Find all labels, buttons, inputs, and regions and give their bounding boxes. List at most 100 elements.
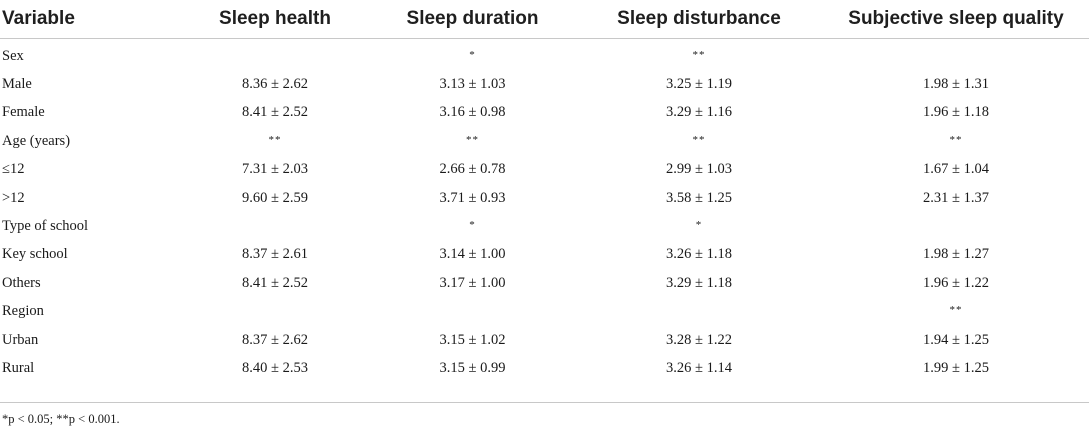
row-label-text: Male (2, 76, 32, 93)
table-cell: 3.15 ± 0.99 (370, 354, 575, 382)
row-label-text: Others (2, 274, 41, 291)
cell-value: 8.40 ± 2.53 (242, 359, 308, 376)
table-row: Others 8.41 ± 2.52 3.17 ± 1.00 3.29 ± 1.18 1… (0, 269, 1089, 297)
cell-value: 3.29 ± 1.16 (666, 104, 732, 121)
table-row: Key school 8.37 ± 2.61 3.14 ± 1.00 3.26 ± 1… (0, 241, 1089, 269)
cell-value: ** (692, 133, 706, 146)
table-cell: 1.96 ± 1.22 (823, 269, 1089, 297)
table-cell: 3.14 ± 1.00 (370, 241, 575, 269)
table-cell (823, 39, 1089, 71)
cell-value: 9.60 ± 2.59 (242, 189, 308, 206)
table-cell: 7.31 ± 2.03 (180, 156, 370, 184)
table-header: Variable Sleep health Sleep duration Sle… (0, 0, 1089, 39)
row-label: Type of school (0, 212, 180, 240)
row-label-text: Urban (2, 331, 39, 348)
cell-value: 7.31 ± 2.03 (242, 161, 308, 178)
header-variable: Variable (0, 0, 180, 39)
row-label: >12 (0, 184, 180, 212)
table-cell: 1.99 ± 1.25 (823, 354, 1089, 382)
table-cell (823, 212, 1089, 240)
cell-value: 8.36 ± 2.62 (242, 76, 308, 93)
table-cell: ** (575, 127, 823, 155)
header-sleep-disturbance: Sleep disturbance (575, 0, 823, 39)
cell-value: ** (949, 133, 963, 146)
row-label: Rural (0, 354, 180, 382)
row-label: Others (0, 269, 180, 297)
cell-value: 1.96 ± 1.22 (923, 274, 989, 291)
cell-value: * (469, 48, 476, 61)
bottom-rule (0, 402, 1089, 403)
table-cell: 3.71 ± 0.93 (370, 184, 575, 212)
table-cell: ** (823, 298, 1089, 326)
table-body: Sex * ** Male 8.36 ± 2.62 3.13 ± 1.03 3.25 ± 1… (0, 39, 1089, 383)
header-sleep-duration: Sleep duration (370, 0, 575, 39)
header-row: Variable Sleep health Sleep duration Sle… (0, 0, 1089, 39)
cell-value: 3.14 ± 1.00 (439, 246, 506, 263)
table-cell (575, 298, 823, 326)
row-label: Female (0, 99, 180, 127)
table-cell (180, 212, 370, 240)
cell-value: 3.17 ± 1.00 (439, 274, 506, 291)
table-cell: 1.67 ± 1.04 (823, 156, 1089, 184)
table-cell: 2.31 ± 1.37 (823, 184, 1089, 212)
table-cell: 3.58 ± 1.25 (575, 184, 823, 212)
table-cell: 1.98 ± 1.31 (823, 70, 1089, 98)
table-cell: 3.26 ± 1.14 (575, 354, 823, 382)
cell-value: 2.99 ± 1.03 (666, 161, 732, 178)
row-label-text: Type of school (2, 218, 88, 235)
table-cell: 3.29 ± 1.16 (575, 99, 823, 127)
table-cell: * (370, 212, 575, 240)
row-label: Region (0, 298, 180, 326)
cell-value: 3.15 ± 0.99 (439, 359, 506, 376)
table-row: Rural 8.40 ± 2.53 3.15 ± 0.99 3.26 ± 1.14 1.… (0, 354, 1089, 382)
table-cell: 3.26 ± 1.18 (575, 241, 823, 269)
cell-value: 2.31 ± 1.37 (923, 189, 989, 206)
cell-value: 3.15 ± 1.02 (439, 331, 506, 348)
table-cell: 3.15 ± 1.02 (370, 326, 575, 354)
cell-value: 8.37 ± 2.61 (242, 246, 308, 263)
table-cell: ** (575, 39, 823, 71)
table-cell: ** (180, 127, 370, 155)
table-cell: 3.25 ± 1.19 (575, 70, 823, 98)
table-cell: 8.37 ± 2.62 (180, 326, 370, 354)
table-row: >12 9.60 ± 2.59 3.71 ± 0.93 3.58 ± 1.25 2.31… (0, 184, 1089, 212)
table-cell: ** (823, 127, 1089, 155)
cell-value: 1.98 ± 1.27 (923, 246, 989, 263)
row-label: Age (years) (0, 127, 180, 155)
table-cell: 3.17 ± 1.00 (370, 269, 575, 297)
row-label-text: Sex (2, 47, 24, 64)
cell-value: ** (268, 133, 282, 146)
table-row: Region ** (0, 298, 1089, 326)
header-subjective-sleep-quality: Subjective sleep quality (823, 0, 1089, 39)
table-cell: 3.16 ± 0.98 (370, 99, 575, 127)
table-cell: 3.29 ± 1.18 (575, 269, 823, 297)
table-cell: 3.13 ± 1.03 (370, 70, 575, 98)
table-cell (180, 298, 370, 326)
cell-value: 3.13 ± 1.03 (439, 76, 506, 93)
cell-value: 3.28 ± 1.22 (666, 331, 732, 348)
cell-value: 3.25 ± 1.19 (666, 76, 732, 93)
table-cell: * (370, 39, 575, 71)
table-cell (370, 298, 575, 326)
cell-value: 1.98 ± 1.31 (923, 76, 989, 93)
table-cell: * (575, 212, 823, 240)
row-label-text: Age (years) (2, 132, 71, 149)
header-sleep-health: Sleep health (180, 0, 370, 39)
table-cell: 8.37 ± 2.61 (180, 241, 370, 269)
cell-value: ** (949, 304, 963, 317)
cell-value: 3.58 ± 1.25 (666, 189, 732, 206)
table-row: Type of school * * (0, 212, 1089, 240)
table-cell: 1.94 ± 1.25 (823, 326, 1089, 354)
table-row: Sex * ** (0, 39, 1089, 71)
row-label-text: Female (2, 104, 45, 121)
cell-value: 1.67 ± 1.04 (923, 161, 989, 178)
cell-value: 3.71 ± 0.93 (439, 189, 506, 206)
row-label: Male (0, 70, 180, 98)
data-table-container: Variable Sleep health Sleep duration Sle… (0, 0, 1089, 383)
table-cell: 2.99 ± 1.03 (575, 156, 823, 184)
row-label-text: Region (2, 303, 44, 320)
cell-value: ** (466, 133, 479, 146)
row-label-text: ≤12 (2, 161, 25, 178)
cell-value: * (469, 219, 476, 232)
table-cell (180, 39, 370, 71)
